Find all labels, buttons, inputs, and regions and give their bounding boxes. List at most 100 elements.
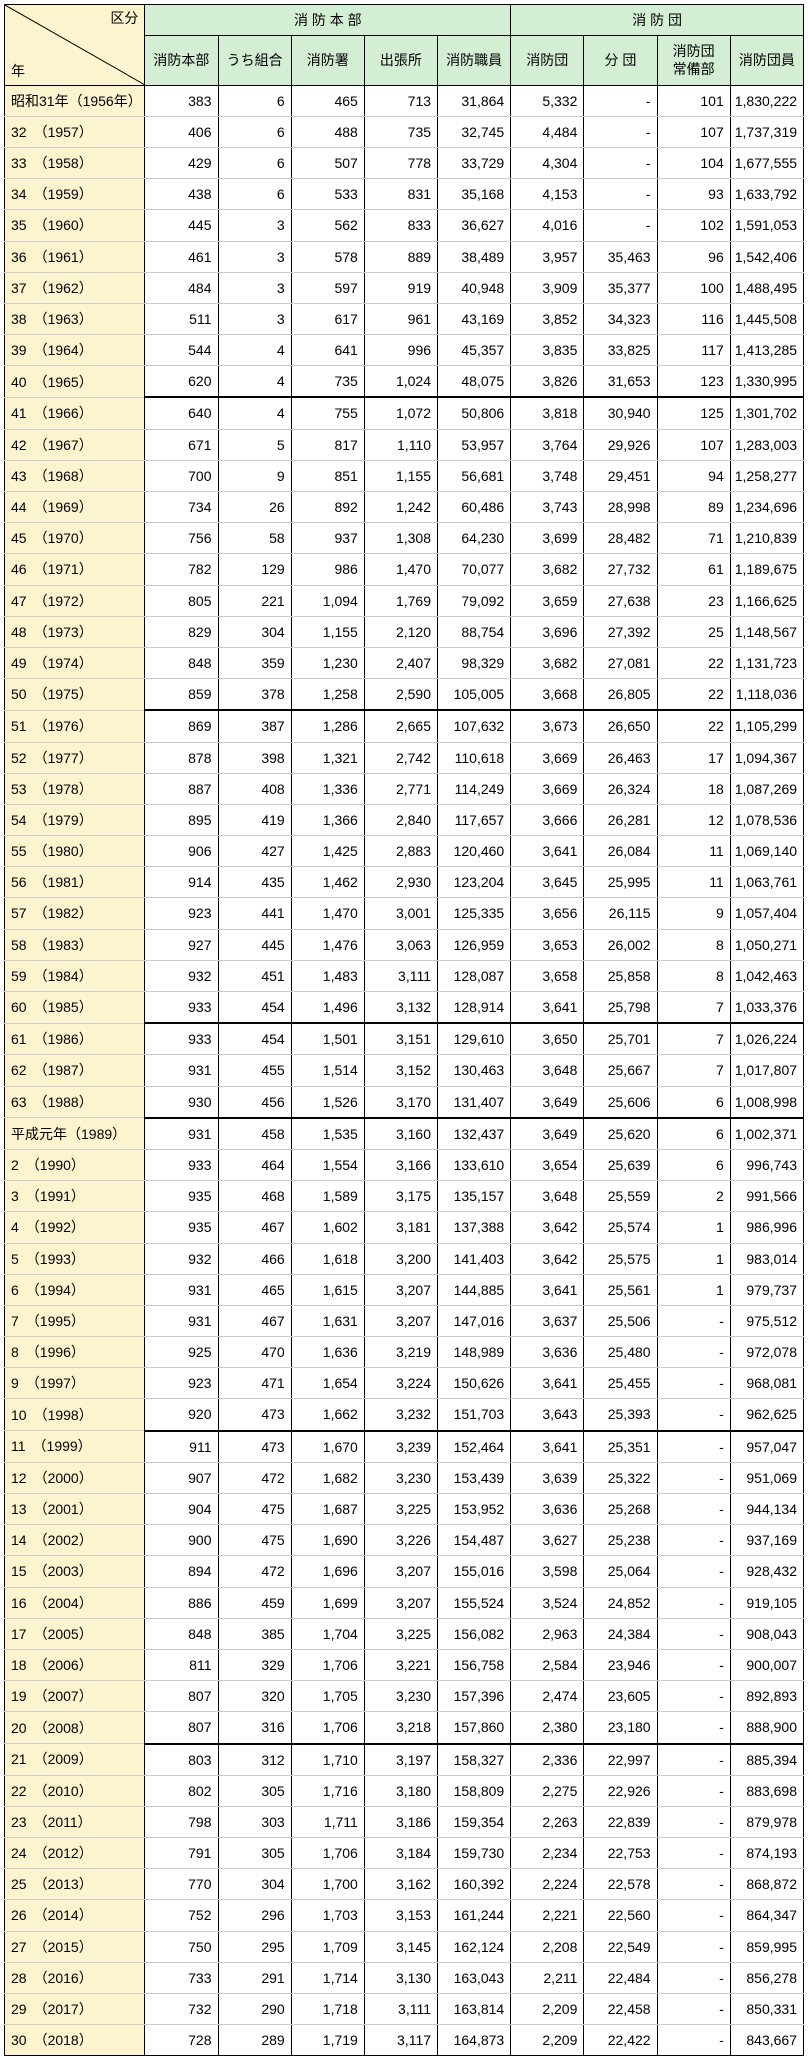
value-cell: 107,632 [438,710,511,742]
value-cell: 3,743 [511,492,584,523]
year-cell: 22 （2010） [5,1775,145,1806]
value-cell: 164,873 [438,2025,511,2056]
table-row: 55 （1980）9064271,4252,883120,4603,64126,… [5,836,804,867]
table-row: 58 （1983）9274451,4763,063126,9593,65326,… [5,929,804,960]
value-cell: 996 [364,335,437,366]
value-cell: 933 [145,1149,218,1180]
value-cell: 9 [657,898,730,929]
value-cell: 22,458 [584,1994,657,2025]
year-cell: 34 （1959） [5,179,145,210]
value-cell: 885,394 [730,1744,803,1776]
value-cell: 456 [218,1086,291,1118]
value-cell: 1,591,053 [730,210,803,241]
value-cell: 1,425 [291,836,364,867]
value-cell: 79,092 [438,585,511,616]
value-cell: 1,737,319 [730,116,803,147]
value-cell: 4 [218,397,291,429]
value-cell: 27,732 [584,554,657,585]
value-cell: 1,542,406 [730,241,803,272]
value-cell: 158,809 [438,1775,511,1806]
value-cell: 6 [657,1118,730,1150]
value-cell: 851 [291,460,364,491]
value-cell: 329 [218,1649,291,1680]
year-cell: 16 （2004） [5,1587,145,1618]
value-cell: 879,978 [730,1806,803,1837]
value-cell: 56,681 [438,460,511,491]
value-cell: 3,641 [511,1274,584,1305]
value-cell: 791 [145,1838,218,1869]
value-cell: 931 [145,1055,218,1086]
value-cell: 3,207 [364,1305,437,1336]
year-cell: 51 （1976） [5,710,145,742]
value-cell: 782 [145,554,218,585]
value-cell: 141,403 [438,1243,511,1274]
table-body: 昭和31年（1956年）383646571331,8645,332-1011,8… [5,85,804,2056]
value-cell: 2,224 [511,1869,584,1900]
value-cell: 4,484 [511,116,584,147]
value-cell: 2,840 [364,804,437,835]
table-row: 33 （1958）429650777833,7294,304-1041,677,… [5,147,804,178]
value-cell: 3,221 [364,1649,437,1680]
value-cell: 3 [218,303,291,334]
value-cell: 533 [291,179,364,210]
value-cell: 991,566 [730,1181,803,1212]
year-cell: 33 （1958） [5,147,145,178]
value-cell: 951,069 [730,1462,803,1493]
header-col-5: 消防団 [511,36,584,85]
value-cell: 1,633,792 [730,179,803,210]
value-cell: 2,336 [511,1744,584,1776]
value-cell: 17 [657,742,730,773]
value-cell: 33,729 [438,147,511,178]
value-cell: 671 [145,429,218,460]
table-row: 39 （1964）544464199645,3573,83533,8251171… [5,335,804,366]
value-cell: 1,718 [291,1994,364,2025]
value-cell: 1,002,371 [730,1118,803,1150]
value-cell: 732 [145,1994,218,2025]
value-cell: 3,636 [511,1494,584,1525]
value-cell: 833 [364,210,437,241]
value-cell: 1,706 [291,1712,364,1744]
value-cell: 3,166 [364,1149,437,1180]
header-diagonal: 区分 年 [5,5,145,86]
value-cell: 466 [218,1243,291,1274]
table-row: 23 （2011）7983031,7113,186159,3542,26322,… [5,1806,804,1837]
value-cell: - [657,1806,730,1837]
value-cell: 3,643 [511,1399,584,1431]
value-cell: 3 [218,272,291,303]
value-cell: 1,769 [364,585,437,616]
value-cell: 507 [291,147,364,178]
value-cell: 3,764 [511,429,584,460]
table-row: 57 （1982）9234411,4703,001125,3353,65626,… [5,898,804,929]
value-cell: 3,645 [511,867,584,898]
value-cell: - [657,1431,730,1463]
value-cell: 3,224 [364,1368,437,1399]
value-cell: 756 [145,523,218,554]
year-cell: 35 （1960） [5,210,145,241]
header-col-2: 消防署 [291,36,364,85]
value-cell: 435 [218,867,291,898]
table-row: 36 （1961）461357888938,4893,95735,463961,… [5,241,804,272]
value-cell: 25,858 [584,960,657,991]
value-cell: 125,335 [438,898,511,929]
value-cell: 859,995 [730,1931,803,1962]
value-cell: 157,860 [438,1712,511,1744]
value-cell: 1,602 [291,1212,364,1243]
table-row: 30 （2018）7282891,7193,117164,8732,20922,… [5,2025,804,2056]
value-cell: 22,926 [584,1775,657,1806]
year-cell: 52 （1977） [5,742,145,773]
value-cell: 2,275 [511,1775,584,1806]
year-cell: 55 （1980） [5,836,145,867]
value-cell: 25,667 [584,1055,657,1086]
value-cell: 33,825 [584,335,657,366]
value-cell: 104 [657,147,730,178]
value-cell: 700 [145,460,218,491]
value-cell: 316 [218,1712,291,1744]
value-cell: 472 [218,1462,291,1493]
value-cell: 3,117 [364,2025,437,2056]
value-cell: 472 [218,1556,291,1587]
value-cell: 132,437 [438,1118,511,1150]
value-cell: 22,422 [584,2025,657,2056]
table-row: 40 （1965）62047351,02448,0753,82631,65312… [5,366,804,398]
value-cell: 96 [657,241,730,272]
year-cell: 53 （1978） [5,773,145,804]
